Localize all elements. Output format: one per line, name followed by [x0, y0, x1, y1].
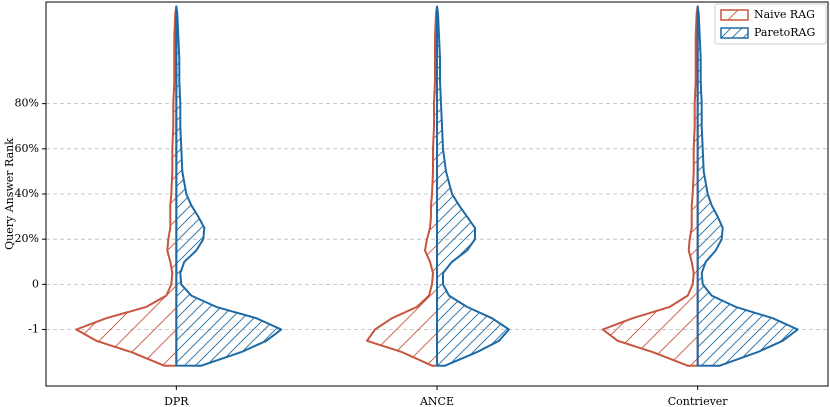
legend-swatch: [720, 27, 749, 39]
violin-half: [175, 5, 283, 367]
x-tick-label: ANCE: [419, 395, 454, 407]
y-tick-label: 20%: [15, 232, 39, 245]
y-tick-label: 40%: [15, 187, 39, 200]
violin-half: [601, 5, 699, 367]
y-tick-label: 80%: [15, 97, 39, 110]
legend-label: ParetoRAG: [754, 26, 815, 39]
legend-swatch: [720, 9, 749, 21]
y-tick-label: 60%: [15, 142, 39, 155]
violin-half: [366, 5, 438, 367]
y-tick-label: 0: [32, 277, 39, 290]
x-tick-label: DPR: [164, 395, 189, 407]
y-axis-label: Query Answer Rank: [3, 138, 16, 250]
x-tick-label: Contriever: [668, 395, 729, 407]
legend-label: Naive RAG: [754, 8, 815, 21]
violin-half: [696, 5, 799, 367]
plot-frame: [45, 1, 829, 387]
y-tick-label: -1: [28, 323, 39, 336]
violin-half: [436, 5, 510, 367]
violin-half: [75, 5, 178, 367]
